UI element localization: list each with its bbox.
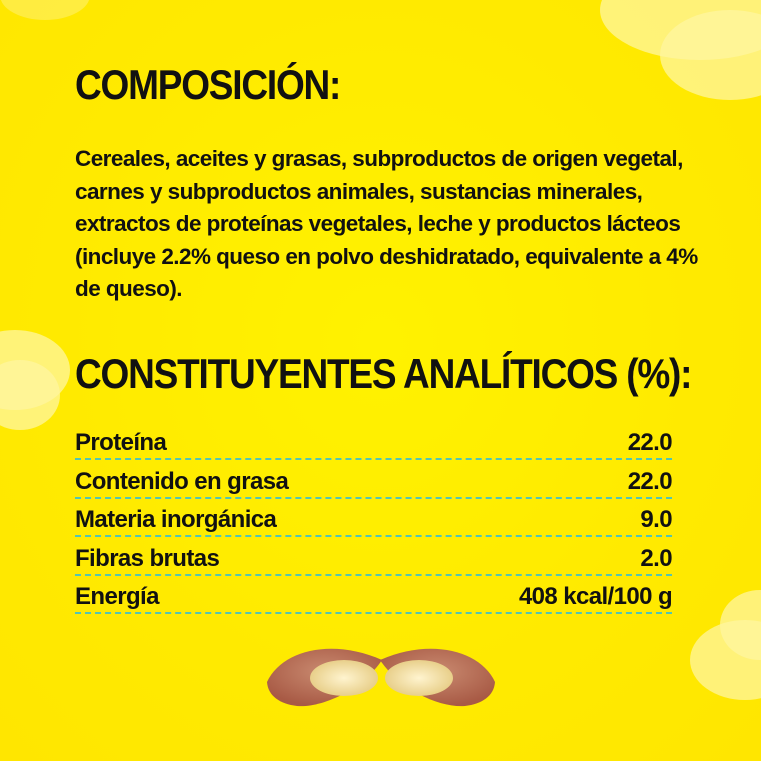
analytical-title: CONSTITUYENTES ANALÍTICOS (%):	[75, 351, 692, 397]
analytical-table: Proteína 22.0 Contenido en grasa 22.0 Mate…	[75, 424, 673, 617]
composition-text: Cereales, aceites y grasas, subproductos…	[75, 146, 698, 301]
row-label: Fibras brutas	[75, 544, 220, 572]
row-value: 22.0	[627, 429, 673, 456]
row-label: Materia inorgánica	[75, 506, 277, 534]
table-row: Contenido en grasa 22.0	[75, 463, 673, 499]
table-row: Proteína 22.0	[75, 424, 673, 460]
row-label: Proteína	[75, 429, 167, 456]
table-row: Energía 408 kcal/100 g	[75, 578, 673, 615]
composition-title: COMPOSICIÓN:	[75, 62, 341, 108]
row-value: 2.0	[640, 544, 672, 572]
row-label: Contenido en grasa	[75, 467, 289, 495]
row-value: 9.0	[640, 506, 672, 534]
snack-image	[267, 648, 495, 707]
row-value: 408 kcal/100 g	[518, 583, 673, 611]
table-row: Fibras brutas 2.0	[75, 540, 673, 576]
row-value: 22.0	[627, 467, 673, 495]
table-row: Materia inorgánica 9.0	[75, 501, 673, 538]
row-label: Energía	[75, 583, 159, 611]
